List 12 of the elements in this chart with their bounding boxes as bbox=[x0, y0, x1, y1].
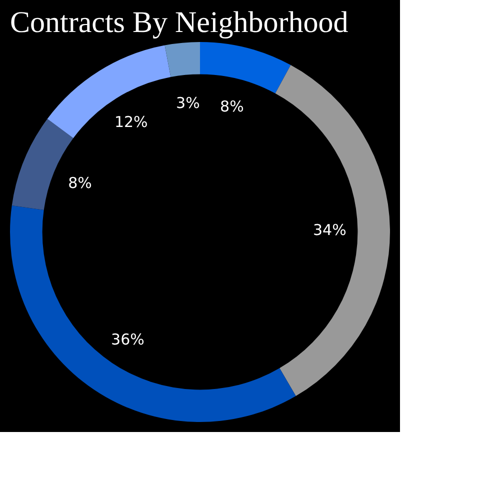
data-label: 36% bbox=[111, 330, 144, 349]
data-label: 34% bbox=[313, 220, 346, 239]
data-label: 12% bbox=[114, 113, 148, 132]
data-label: 8% bbox=[220, 97, 244, 116]
data-label: 8% bbox=[68, 174, 92, 192]
donut-slice bbox=[47, 45, 171, 138]
donut-slice bbox=[10, 205, 296, 422]
chart-title: Contracts By Neighborhood bbox=[10, 6, 348, 39]
donut-slice bbox=[164, 42, 200, 78]
donut-slice bbox=[200, 42, 291, 94]
data-label: 3% bbox=[176, 94, 200, 112]
donut-slice bbox=[275, 65, 390, 396]
